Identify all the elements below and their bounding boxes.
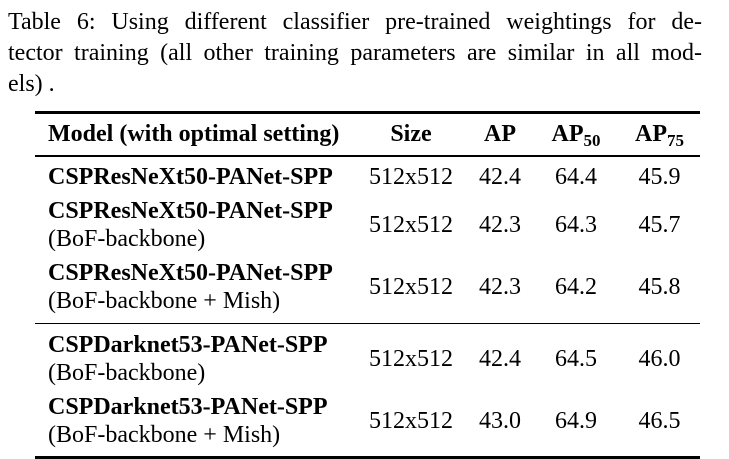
table-caption: Table 6: Using different classifier pre-… [8, 7, 702, 100]
table-row: CSPDarknet53-PANet-SPP (BoF-backbone + M… [35, 390, 700, 459]
ap75-value: 45.9 [638, 163, 681, 190]
model-cell: CSPDarknet53-PANet-SPP (BoF-backbone + M… [35, 390, 355, 459]
model-variant: (BoF-backbone) [48, 226, 206, 252]
column-header-model: Model (with optimal setting) [35, 111, 355, 157]
model-cell: CSPDarknet53-PANet-SPP (BoF-backbone) [35, 324, 355, 391]
header-row: Model (with optimal setting) Size AP AP5… [35, 111, 700, 157]
ap75-value: 46.5 [619, 390, 700, 459]
ap-value: 43.0 [467, 390, 533, 459]
model-cell: CSPResNeXt50-PANet-SPP [35, 156, 355, 194]
caption-line-3: els) . [8, 71, 55, 97]
model-variant: (BoF-backbone + Mish) [48, 422, 281, 448]
column-header-ap: AP [467, 111, 533, 157]
table-row: CSPDarknet53-PANet-SPP (BoF-backbone) 51… [35, 324, 700, 391]
table-row: CSPResNeXt50-PANet-SPP 512x512 42.4 64.4… [35, 156, 700, 194]
model-variant: (BoF-backbone + Mish) [48, 288, 281, 314]
model-name: CSPResNeXt50-PANet-SPP [48, 198, 333, 224]
column-header-ap50: AP50 [533, 111, 619, 157]
ap50-value: 64.2 [533, 256, 619, 324]
size-value: 512x512 [355, 390, 467, 459]
ap50-value: 64.3 [555, 211, 597, 238]
model-name: CSPDarknet53-PANet-SPP [48, 332, 328, 358]
model-name: CSPDarknet53-PANet-SPP [48, 394, 328, 420]
ap-value: 42.3 [467, 256, 533, 324]
ap50-value: 64.9 [533, 390, 619, 459]
model-name: CSPResNeXt50-PANet-SPP [48, 164, 333, 190]
model-cell: CSPResNeXt50-PANet-SPP (BoF-backbone + M… [35, 256, 355, 324]
model-cell: CSPResNeXt50-PANet-SPP (BoF-backbone) [35, 194, 355, 256]
size-value: 512x512 [355, 256, 467, 324]
column-header-size: Size [355, 111, 467, 157]
model-variant: (BoF-backbone) [48, 360, 206, 386]
ap50-value: 64.4 [555, 163, 597, 190]
caption-line-1: Table 6: Using different classifier pre-… [8, 9, 702, 35]
table-row: CSPResNeXt50-PANet-SPP (BoF-backbone + M… [35, 256, 700, 324]
ap-value: 42.3 [479, 211, 521, 238]
ap75-value: 45.8 [619, 256, 700, 324]
ap75-value: 45.7 [638, 211, 681, 238]
size-value: 512x512 [369, 163, 453, 190]
size-value: 512x512 [369, 211, 453, 238]
ap-value: 42.4 [479, 345, 521, 372]
ap-value: 42.4 [479, 163, 521, 190]
ap50-value: 64.5 [555, 345, 597, 372]
column-header-ap75: AP75 [619, 111, 700, 157]
caption-line-2: tector training (all other training para… [8, 40, 702, 66]
ap75-value: 46.0 [638, 345, 681, 372]
table-row: CSPResNeXt50-PANet-SPP (BoF-backbone) 51… [35, 194, 700, 256]
model-name: CSPResNeXt50-PANet-SPP [48, 260, 333, 286]
results-table: Model (with optimal setting) Size AP AP5… [35, 111, 700, 459]
size-value: 512x512 [369, 345, 453, 372]
